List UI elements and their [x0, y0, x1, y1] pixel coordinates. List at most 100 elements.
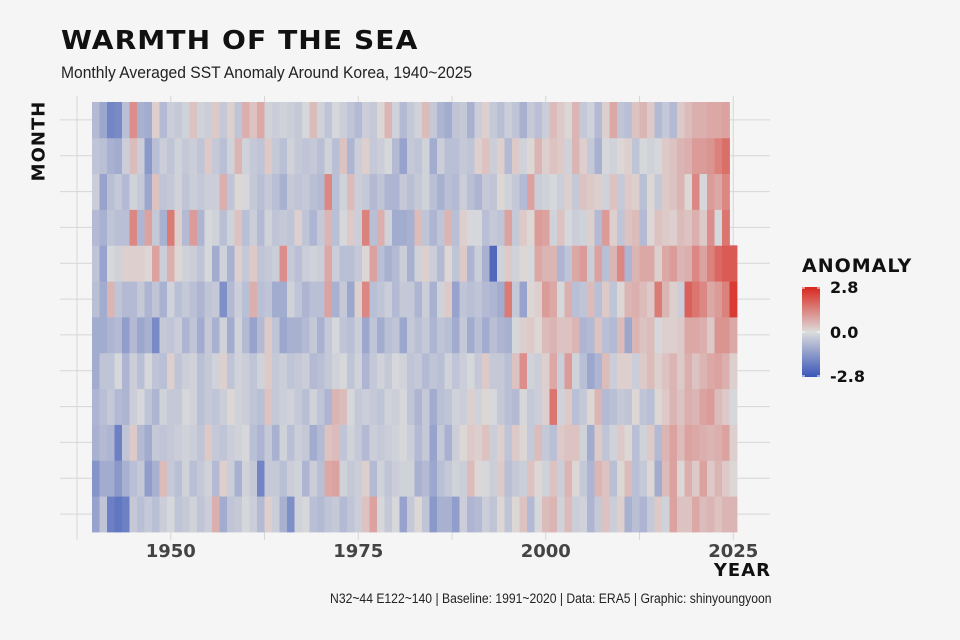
heatmap-cell-1976-sep — [362, 209, 370, 246]
heatmap-cell-1990-sep — [467, 209, 475, 246]
heatmap-cell-2021-feb — [699, 460, 708, 497]
heatmap-cell-1997-oct — [519, 173, 528, 210]
heatmap-cell-2025-jan — [729, 496, 738, 533]
heatmap-cell-1974-jun — [347, 317, 355, 354]
heatmap-cell-1943-dec — [114, 102, 123, 139]
heatmap-cell-1941-oct — [99, 173, 108, 210]
heatmap-cell-2013-aug — [639, 245, 648, 282]
heatmap-cell-1957-dec — [219, 102, 228, 139]
heatmap-cell-2003-sep — [564, 209, 573, 246]
heatmap-cell-2004-nov — [572, 137, 580, 175]
heatmap-cell-1945-may — [129, 352, 138, 390]
heatmap-cell-1997-nov — [519, 137, 528, 175]
heatmap-cell-1949-may — [159, 352, 168, 390]
heatmap-cell-1962-jun — [257, 317, 265, 354]
heatmap-cell-1996-jan — [512, 496, 520, 533]
heatmap-cell-1976-may — [362, 352, 370, 390]
heatmap-cell-2007-may — [594, 352, 603, 390]
heatmap-cell-1946-jul — [137, 281, 145, 318]
heatmap-cell-1999-jul — [534, 281, 543, 318]
heatmap-cell-1958-sep — [227, 209, 235, 246]
heatmap-cell-1967-may — [294, 352, 303, 390]
heatmap-cell-1983-dec — [414, 102, 423, 139]
heatmap-cell-1989-jan — [459, 496, 468, 533]
heatmap-cell-1990-may — [467, 352, 475, 390]
legend-label-max: 2.8 — [830, 278, 859, 297]
heatmap-cell-1957-mar — [219, 424, 228, 461]
heatmap-cell-1953-jan — [189, 496, 198, 533]
heatmap-cell-1987-feb — [444, 460, 453, 497]
heatmap-cell-1992-jun — [482, 317, 490, 354]
heatmap-cell-2017-may — [669, 352, 678, 390]
heatmap-cell-2005-feb — [579, 460, 588, 497]
heatmap-cell-1961-feb — [249, 460, 258, 497]
heatmap-cell-1973-aug — [339, 245, 348, 282]
heatmap-cell-2000-jan — [542, 496, 550, 533]
heatmap-cell-1993-mar — [489, 424, 498, 461]
heatmap-cell-1956-oct — [212, 173, 220, 210]
heatmap-cell-1990-apr — [467, 388, 475, 425]
heatmap-cell-2024-may — [722, 352, 730, 390]
heatmap-cell-2024-sep — [722, 209, 730, 246]
heatmap-cell-1979-sep — [384, 209, 393, 246]
heatmap-cell-2006-dec — [587, 102, 595, 139]
heatmap-cell-1947-dec — [144, 102, 153, 139]
heatmap-cell-1996-jun — [512, 317, 520, 354]
heatmap-cell-2011-aug — [624, 245, 633, 282]
heatmap-cell-1970-aug — [317, 245, 325, 282]
heatmap-cell-1949-jan — [159, 496, 168, 533]
heatmap-cell-1999-mar — [534, 424, 543, 461]
heatmap-cell-1982-apr — [407, 388, 415, 425]
heatmap-cell-1948-dec — [152, 102, 160, 139]
heatmap-cell-2007-feb — [594, 460, 603, 497]
heatmap-cell-1977-apr — [369, 388, 378, 425]
heatmap-cell-1980-sep — [392, 209, 400, 246]
heatmap-cell-1944-jun — [122, 317, 130, 354]
heatmap-cell-2019-jan — [684, 496, 693, 533]
heatmap-cell-1991-jun — [474, 317, 483, 354]
heatmap-cell-1959-aug — [234, 245, 243, 282]
heatmap-cell-2010-dec — [617, 102, 625, 139]
heatmap-cell-1964-oct — [272, 173, 280, 210]
heatmap-cell-1953-dec — [189, 102, 198, 139]
heatmap-cell-1981-oct — [399, 173, 408, 210]
heatmap-cell-1975-sep — [354, 209, 363, 246]
heatmap-cell-1968-jul — [302, 281, 310, 318]
heatmap-cell-1969-jul — [309, 281, 318, 318]
heatmap-cell-2009-may — [609, 352, 618, 390]
heatmap-cell-1943-mar — [114, 424, 123, 461]
heatmap-cell-2011-oct — [624, 173, 633, 210]
heatmap-cell-1946-oct — [137, 173, 145, 210]
heatmap-cell-2001-mar — [549, 424, 558, 461]
heatmap-cell-1985-jan — [429, 496, 438, 533]
heatmap-cell-1998-mar — [527, 424, 535, 461]
heatmap-cell-1981-apr — [399, 388, 408, 425]
heatmap-cell-1950-dec — [167, 102, 175, 139]
heatmap-cell-1980-may — [392, 352, 400, 390]
heatmap-cell-1997-feb — [519, 460, 528, 497]
heatmap-cell-1998-dec — [527, 102, 535, 139]
heatmap-cell-1966-jun — [287, 317, 295, 354]
heatmap-cell-1947-sep — [144, 209, 153, 246]
heatmap-cell-1948-sep — [152, 209, 160, 246]
heatmap-cell-2002-may — [557, 352, 565, 390]
heatmap-cell-2010-may — [617, 352, 625, 390]
heatmap-cell-1966-feb — [287, 460, 295, 497]
heatmap-cell-2004-jan — [572, 496, 580, 533]
heatmap-cell-1984-sep — [422, 209, 430, 246]
heatmap-cell-1992-oct — [482, 173, 490, 210]
heatmap-cell-2012-jul — [632, 281, 640, 318]
heatmap-cell-1974-dec — [347, 102, 355, 139]
heatmap-cell-2015-feb — [654, 460, 663, 497]
heatmap-cell-2011-may — [624, 352, 633, 390]
heatmap-cell-1951-oct — [174, 173, 183, 210]
heatmap-cell-1997-apr — [519, 388, 528, 425]
heatmap-cell-1960-aug — [242, 245, 250, 282]
heatmap-cell-1944-aug — [122, 245, 130, 282]
heatmap-cell-2000-sep — [542, 209, 550, 246]
x-axis-title: YEAR — [713, 560, 771, 581]
heatmap-cell-1992-mar — [482, 424, 490, 461]
heatmap-cell-1958-feb — [227, 460, 235, 497]
heatmap-cell-1978-apr — [377, 388, 385, 425]
heatmap-cell-1948-jun — [152, 317, 160, 354]
